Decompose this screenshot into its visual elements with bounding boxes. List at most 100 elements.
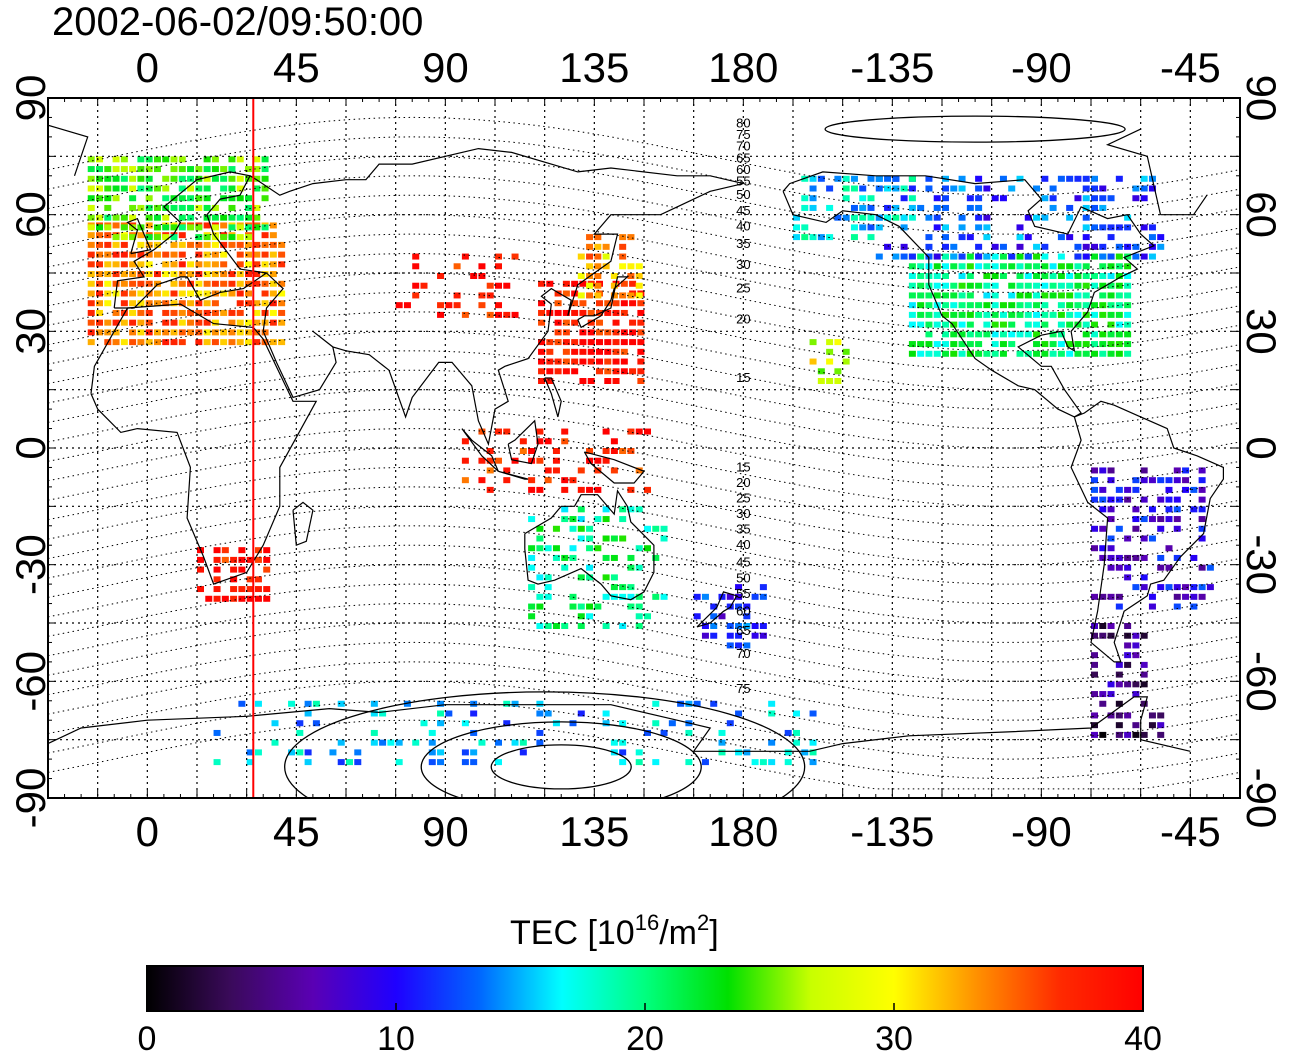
tec-cell [1124, 554, 1132, 561]
coastline [507, 419, 539, 465]
tec-cell [1115, 341, 1123, 348]
tec-cell [228, 329, 236, 336]
tec-cell [538, 339, 546, 346]
tec-cell [544, 438, 552, 445]
coastline [249, 147, 744, 447]
tec-cell [561, 438, 569, 445]
tec-cell [925, 302, 933, 309]
tec-cell [619, 749, 627, 756]
tec-cell [991, 273, 999, 279]
tec-cell [1157, 731, 1165, 738]
x-tick-label: 180 [708, 808, 778, 855]
tec-cell [528, 554, 536, 561]
tec-cell [908, 214, 916, 221]
bottom-longitude-tick-labels: 0 45 90 135 180 -135 -90 -45 [136, 808, 1221, 855]
tec-cell [735, 584, 743, 591]
tec-cell [1099, 623, 1107, 629]
tec-cell [571, 368, 579, 375]
tec-cell [571, 280, 579, 287]
tec-cell [220, 241, 228, 248]
tec-cell [104, 241, 112, 248]
tec-cell [768, 759, 776, 766]
tec-cell [552, 525, 560, 532]
tec-cell [552, 545, 560, 552]
tec-cell [238, 566, 246, 573]
coastline [90, 303, 318, 585]
tec-cell [304, 749, 312, 756]
tec-cell [726, 623, 734, 629]
tec-cell [461, 253, 469, 260]
tec-cell [87, 300, 95, 307]
tec-cell [1140, 632, 1148, 639]
tec-cell [170, 339, 178, 346]
tec-cell [461, 749, 469, 756]
tec-cell [1099, 467, 1107, 474]
tec-cell [925, 292, 933, 299]
tec-cell [1024, 292, 1032, 299]
tec-cell [875, 185, 883, 192]
y-tick-label: 30 [7, 308, 54, 355]
tec-cell [87, 319, 95, 326]
tec-cell [991, 311, 999, 318]
tec-cell [1198, 477, 1206, 484]
tec-cell [1115, 175, 1123, 182]
tec-cell [925, 311, 933, 318]
tec-cell [170, 271, 178, 278]
tec-cell [933, 321, 941, 328]
tec-cell [1066, 175, 1074, 182]
tec-cell [743, 603, 751, 610]
tec-cell [562, 339, 570, 346]
contour-label: 75 [736, 127, 750, 142]
tec-cell [1041, 350, 1049, 357]
tec-cell [577, 506, 585, 513]
tec-cell [602, 506, 610, 513]
tec-cell [1066, 341, 1074, 348]
tec-cell [958, 292, 966, 299]
tec-cell [594, 282, 602, 289]
tec-cell [519, 448, 527, 454]
tec-cell [612, 378, 620, 384]
tec-cell [230, 576, 238, 583]
tec-cell [546, 348, 554, 355]
tec-cell [1099, 331, 1107, 338]
contour-label: 40 [736, 537, 750, 552]
tec-cell [726, 632, 734, 639]
tec-cell [892, 253, 900, 260]
tec-cell [170, 166, 178, 173]
tec-cell [561, 516, 569, 523]
tec-cell [412, 292, 420, 299]
tec-cell [942, 302, 949, 309]
tec-cell [519, 438, 527, 445]
tec-cell [104, 261, 112, 268]
tec-cell [991, 195, 999, 202]
tec-cell [1099, 224, 1107, 231]
tec-cell [1091, 652, 1098, 659]
tec-cell [1107, 331, 1115, 338]
tec-cell [1107, 195, 1115, 202]
tec-cell [1033, 253, 1041, 260]
tec-cell [187, 185, 195, 192]
tec-cell [561, 623, 569, 629]
tec-cell [211, 214, 219, 221]
tec-cell [942, 234, 949, 241]
tec-cell [278, 339, 286, 346]
tec-cell [1124, 292, 1132, 299]
tec-cell [619, 516, 627, 523]
tec-cell [236, 309, 244, 316]
tec-cell [1024, 273, 1032, 279]
tec-cell [1016, 253, 1024, 260]
tec-cell [1099, 545, 1107, 552]
tec-cell [162, 319, 170, 326]
tec-cell [1165, 564, 1173, 571]
tec-cell [528, 516, 536, 523]
tec-cell [546, 378, 554, 384]
tec-cell [195, 166, 203, 173]
tec-cell [137, 156, 145, 163]
tec-cell [579, 329, 587, 336]
tec-cell [950, 302, 958, 309]
tec-cell [975, 214, 983, 221]
contour-label: 55 [736, 174, 750, 189]
tec-cell [958, 282, 966, 289]
colorbar [146, 965, 1144, 1012]
tec-cell [236, 156, 244, 163]
